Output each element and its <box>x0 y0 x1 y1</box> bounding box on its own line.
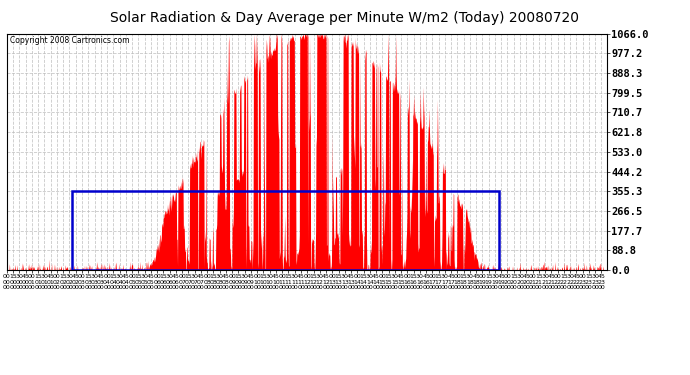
Text: Copyright 2008 Cartronics.com: Copyright 2008 Cartronics.com <box>10 36 130 45</box>
Text: Solar Radiation & Day Average per Minute W/m2 (Today) 20080720: Solar Radiation & Day Average per Minute… <box>110 11 580 25</box>
Bar <box>72 191 499 270</box>
